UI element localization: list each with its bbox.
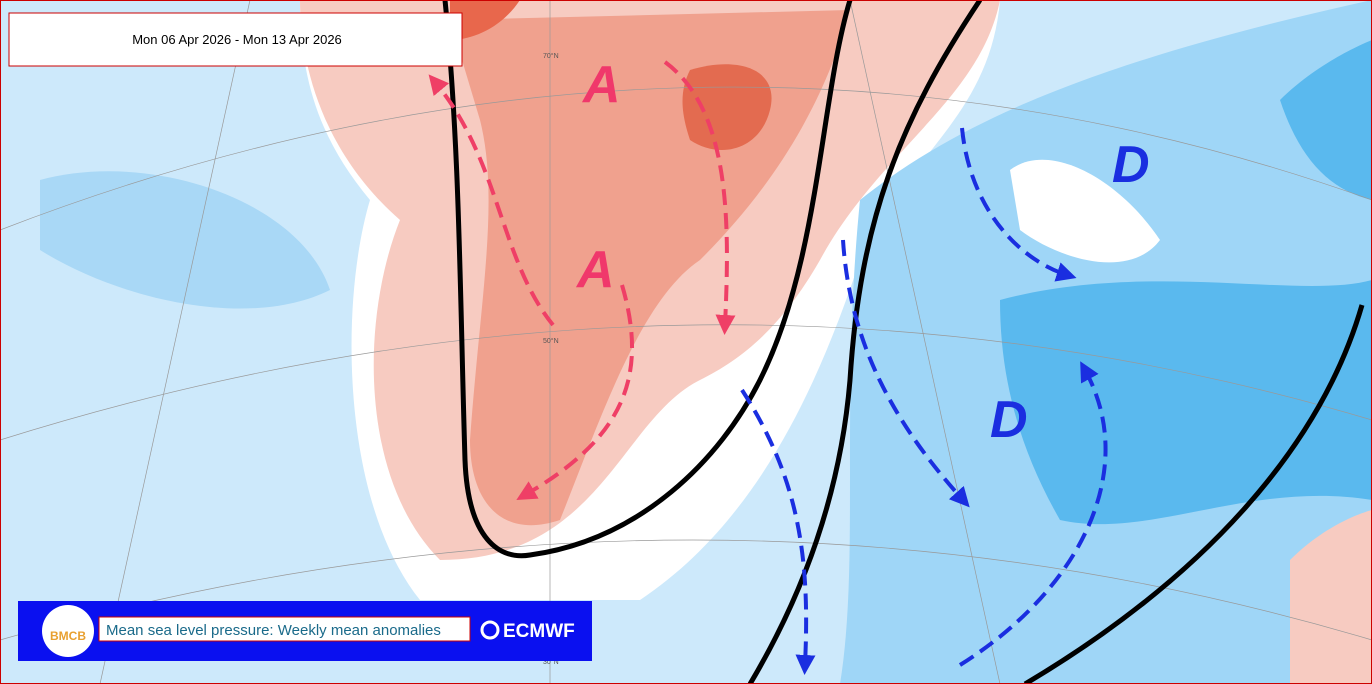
lat-label: 70°N bbox=[543, 52, 559, 60]
low-label: D bbox=[990, 391, 1028, 449]
brand-icon bbox=[480, 620, 500, 640]
caption-box bbox=[98, 616, 471, 642]
brand: ECMWF bbox=[503, 621, 575, 642]
footer: BMCB Mean sea level pressure: Weekly mea… bbox=[18, 601, 592, 661]
high-label: A bbox=[581, 56, 621, 114]
caption: Mean sea level pressure: Weekly mean ano… bbox=[106, 622, 441, 639]
lat-label: 50°N bbox=[543, 337, 559, 345]
lat-label: 30°N bbox=[543, 658, 559, 666]
ridge-trough-lines bbox=[442, 0, 1365, 684]
logo-circle bbox=[42, 605, 94, 657]
high-label: A bbox=[575, 241, 615, 299]
flow-arrows-red bbox=[428, 60, 736, 501]
low-label: D bbox=[1112, 136, 1150, 194]
date-box bbox=[8, 12, 463, 67]
date-range: Mon 06 Apr 2026 - Mon 13 Apr 2026 bbox=[132, 32, 342, 47]
flow-arrows-blue bbox=[740, 127, 1108, 675]
logo-text: BMCB bbox=[50, 629, 86, 643]
